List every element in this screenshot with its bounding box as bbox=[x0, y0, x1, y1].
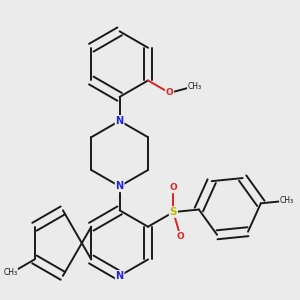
Text: N: N bbox=[116, 182, 124, 191]
Text: N: N bbox=[116, 271, 124, 281]
Text: CH₃: CH₃ bbox=[280, 196, 294, 205]
Text: CH₃: CH₃ bbox=[3, 268, 17, 277]
Text: O: O bbox=[176, 232, 184, 241]
Text: CH₃: CH₃ bbox=[188, 82, 202, 91]
Text: N: N bbox=[116, 116, 124, 126]
Text: S: S bbox=[169, 207, 177, 217]
Text: O: O bbox=[169, 183, 177, 192]
Text: O: O bbox=[166, 88, 173, 98]
